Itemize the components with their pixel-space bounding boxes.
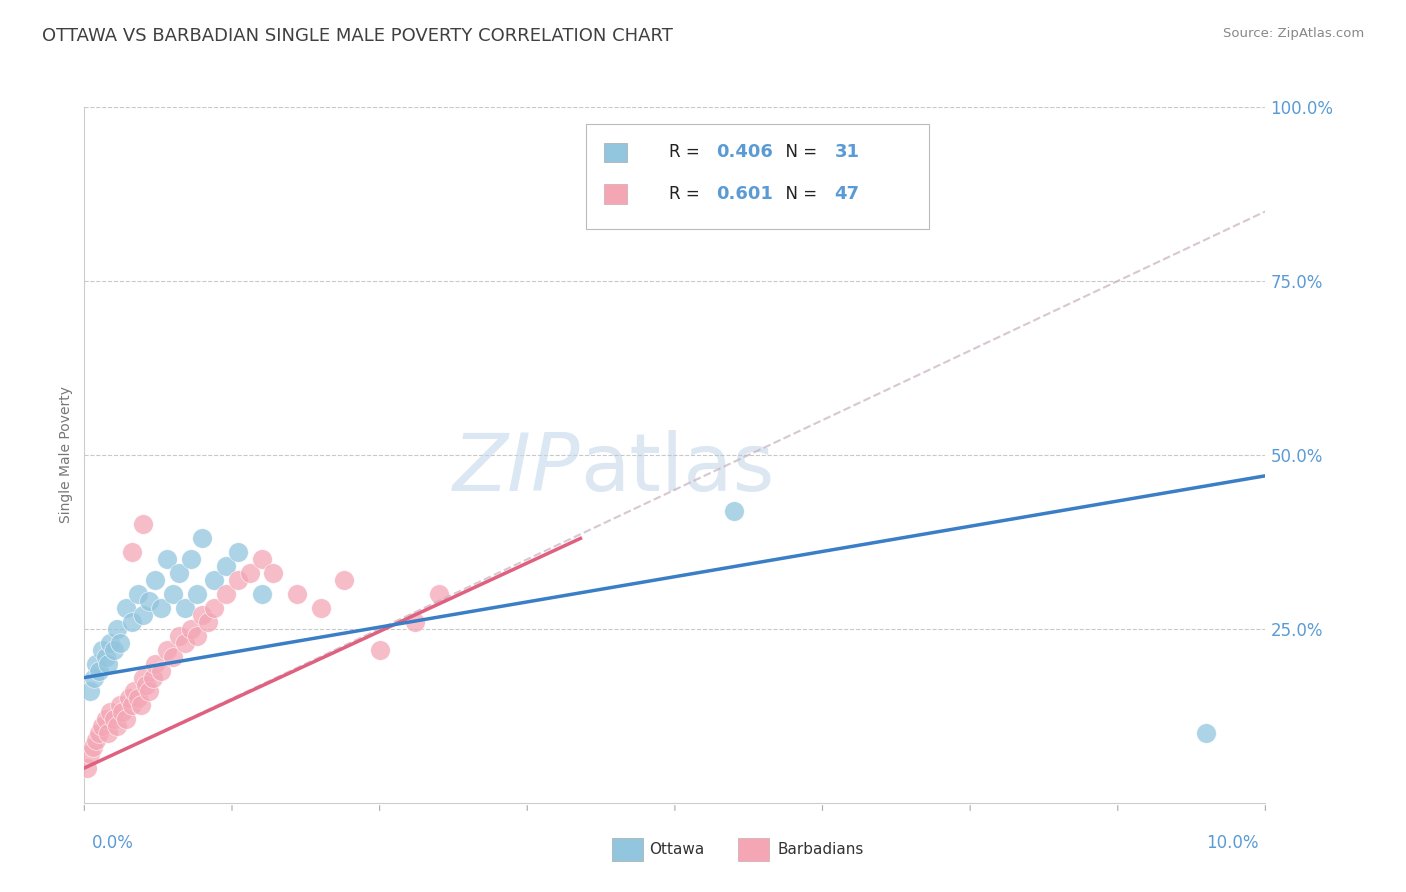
Point xyxy=(180,622,202,636)
Text: N =: N = xyxy=(775,144,823,161)
Bar xyxy=(605,143,627,162)
Point xyxy=(97,726,120,740)
Point xyxy=(135,677,157,691)
Text: 0.601: 0.601 xyxy=(716,185,773,203)
Point xyxy=(150,664,173,678)
Text: atlas: atlas xyxy=(581,430,775,508)
Point xyxy=(167,566,190,581)
Point xyxy=(114,712,136,726)
Point xyxy=(127,587,149,601)
Point xyxy=(239,566,262,581)
Point xyxy=(162,587,184,601)
Point xyxy=(121,615,143,629)
Point xyxy=(76,761,98,775)
Text: 31: 31 xyxy=(834,144,859,161)
Point xyxy=(94,649,117,664)
Point xyxy=(226,573,249,587)
Point xyxy=(98,636,121,650)
Point xyxy=(156,552,179,566)
Point xyxy=(108,698,131,713)
Text: Ottawa: Ottawa xyxy=(650,842,704,856)
Point xyxy=(132,671,155,685)
Text: R =: R = xyxy=(669,185,704,203)
FancyBboxPatch shape xyxy=(586,124,929,229)
Point xyxy=(197,615,219,629)
Point xyxy=(333,573,356,587)
Point xyxy=(404,615,426,629)
Point xyxy=(215,559,238,574)
Point xyxy=(79,684,101,698)
Point xyxy=(121,545,143,559)
Point xyxy=(129,698,152,713)
Point xyxy=(142,671,165,685)
Point xyxy=(87,726,110,740)
Point xyxy=(118,691,141,706)
Point xyxy=(97,657,120,671)
Point xyxy=(103,712,125,726)
Point xyxy=(84,733,107,747)
Point xyxy=(94,712,117,726)
Text: R =: R = xyxy=(669,144,704,161)
Point xyxy=(111,706,134,720)
Point xyxy=(202,573,225,587)
Point xyxy=(167,629,190,643)
Point xyxy=(82,740,104,755)
Point xyxy=(132,607,155,622)
Point xyxy=(84,657,107,671)
Point xyxy=(250,587,273,601)
Point xyxy=(114,601,136,615)
Text: 10.0%: 10.0% xyxy=(1206,834,1258,852)
Point xyxy=(108,636,131,650)
Point xyxy=(173,636,195,650)
Point xyxy=(215,587,238,601)
Point xyxy=(107,622,129,636)
Point xyxy=(103,642,125,657)
Point xyxy=(723,503,745,517)
Point xyxy=(250,552,273,566)
Point xyxy=(191,532,214,546)
Point xyxy=(202,601,225,615)
Point xyxy=(1195,726,1218,740)
Point xyxy=(143,657,166,671)
Point xyxy=(191,607,214,622)
Point xyxy=(186,629,208,643)
Point xyxy=(138,684,160,698)
Text: Source: ZipAtlas.com: Source: ZipAtlas.com xyxy=(1223,27,1364,40)
Point xyxy=(285,587,308,601)
Text: 0.406: 0.406 xyxy=(716,144,773,161)
Point xyxy=(143,573,166,587)
Point xyxy=(226,545,249,559)
Point xyxy=(79,747,101,761)
Text: 0.0%: 0.0% xyxy=(91,834,134,852)
Text: OTTAWA VS BARBADIAN SINGLE MALE POVERTY CORRELATION CHART: OTTAWA VS BARBADIAN SINGLE MALE POVERTY … xyxy=(42,27,673,45)
Point xyxy=(173,601,195,615)
Point xyxy=(107,719,129,733)
Point xyxy=(138,594,160,608)
Point xyxy=(83,671,105,685)
Point xyxy=(156,642,179,657)
Text: Barbadians: Barbadians xyxy=(778,842,863,856)
Text: ZIP: ZIP xyxy=(453,430,581,508)
Point xyxy=(368,642,391,657)
Bar xyxy=(605,185,627,203)
Point xyxy=(186,587,208,601)
Point xyxy=(427,587,450,601)
Point xyxy=(180,552,202,566)
Point xyxy=(150,601,173,615)
Text: 47: 47 xyxy=(834,185,859,203)
Point xyxy=(309,601,332,615)
Point xyxy=(91,719,114,733)
Point xyxy=(87,664,110,678)
Point xyxy=(162,649,184,664)
Y-axis label: Single Male Poverty: Single Male Poverty xyxy=(59,386,73,524)
Point xyxy=(122,684,145,698)
Point xyxy=(132,517,155,532)
Point xyxy=(127,691,149,706)
Point xyxy=(121,698,143,713)
Point xyxy=(91,642,114,657)
Text: N =: N = xyxy=(775,185,823,203)
Point xyxy=(262,566,284,581)
Point xyxy=(98,706,121,720)
